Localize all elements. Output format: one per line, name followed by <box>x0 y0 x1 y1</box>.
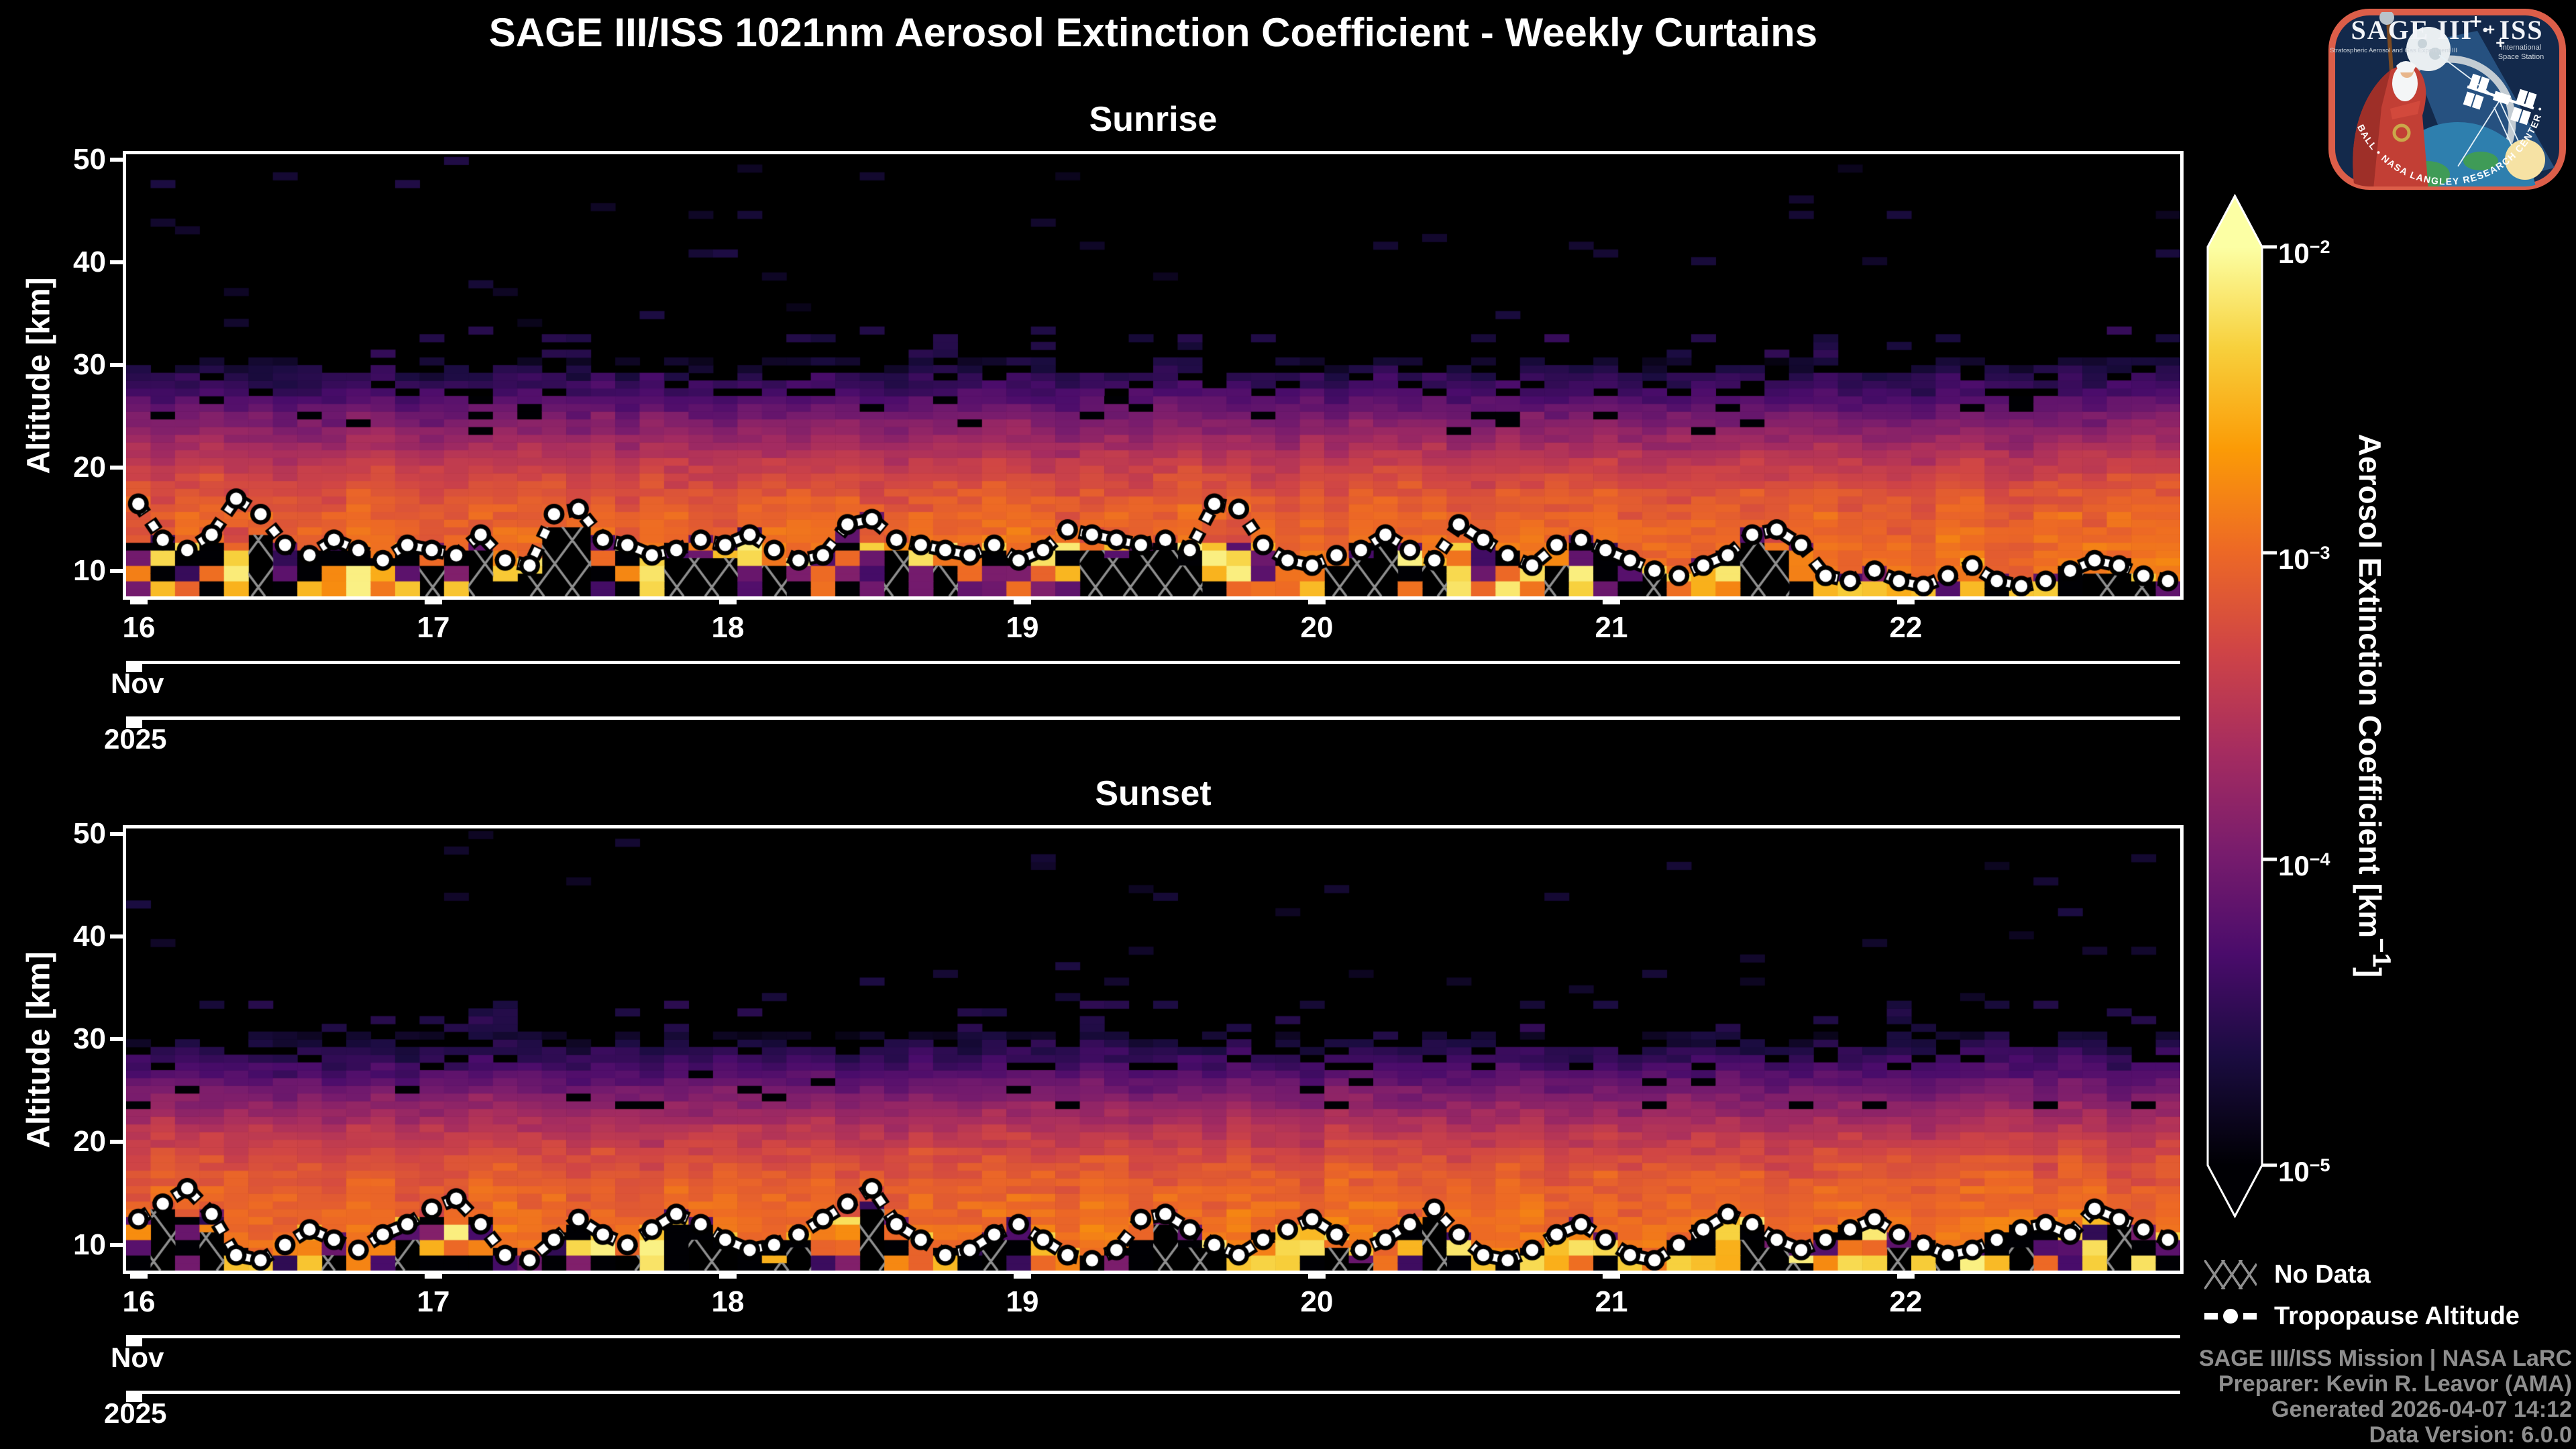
page-title: SAGE III/ISS 1021nm Aerosol Extinction C… <box>488 10 1818 55</box>
sunset-y-tick-label: 20 <box>73 1125 106 1159</box>
footer-preparer: Preparer: Kevin R. Leavor (AMA) <box>2218 1371 2572 1397</box>
logo-subtitle-right-1: International <box>2501 44 2542 52</box>
sunset-panel-title: Sunset <box>1095 774 1212 813</box>
sunset-x-tick <box>1308 1271 1326 1279</box>
logo-subtitle-left: Stratospheric Aerosol and Gas Experiment… <box>2330 47 2457 54</box>
legend-tropopause: Tropopause Altitude <box>2204 1299 2520 1334</box>
colorbar-tick-label: 10−5 <box>2278 1155 2330 1187</box>
colorbar-tick-label: 10−3 <box>2278 543 2330 575</box>
logo-subtitle-right-2: Space Station <box>2498 53 2544 61</box>
no-data-hatch-icon <box>2204 1260 2257 1289</box>
sunrise-x-tick-label: 16 <box>122 611 156 644</box>
sunset-month-separator-line <box>126 1335 2180 1338</box>
sunset-y-tick <box>110 831 125 836</box>
sunrise-x-tick <box>130 596 148 604</box>
sunrise-y-tick-label: 20 <box>73 451 106 484</box>
sunset-x-tick <box>1603 1271 1620 1279</box>
sunrise-x-tick-label: 18 <box>711 611 745 644</box>
sunset-year-separator-tick <box>126 1394 142 1402</box>
sunset-y-tick-label: 30 <box>73 1022 106 1056</box>
sunrise-year-separator-tick <box>126 720 142 728</box>
sunset-x-tick-label: 19 <box>1006 1285 1039 1318</box>
sunrise-month-separator-line <box>126 661 2180 664</box>
sunrise-x-tick <box>719 596 737 604</box>
sunset-x-tick-label: 21 <box>1595 1285 1628 1318</box>
legend-tropopause-label: Tropopause Altitude <box>2274 1301 2520 1330</box>
sunrise-y-tick-label: 40 <box>73 245 106 278</box>
sunset-heatmap-canvas <box>126 828 2180 1271</box>
logo-moon <box>2406 27 2451 71</box>
sunset-month-separator-tick <box>126 1338 142 1346</box>
sage-iii-iss-logo: BALL • NASA LANGLEY RESEARCH CENTER • ES… <box>2328 9 2566 190</box>
sunrise-x-tick <box>425 596 442 604</box>
sunrise-month-label: Nov <box>111 667 164 699</box>
sunset-x-tick-label: 16 <box>122 1285 156 1318</box>
sunrise-y-tick <box>110 157 125 162</box>
sunrise-x-tick-label: 19 <box>1006 611 1039 644</box>
sunset-x-tick <box>130 1271 148 1279</box>
footer-generated: Generated 2026-04-07 14:12 <box>2271 1397 2572 1422</box>
sunset-month-label: Nov <box>111 1342 164 1373</box>
sunset-y-tick <box>110 934 125 938</box>
colorbar <box>2206 193 2277 1219</box>
colorbar-tick-marks <box>2262 245 2277 1167</box>
legend-no-data-label: No Data <box>2274 1260 2371 1289</box>
sunrise-y-tick <box>110 363 125 368</box>
sunrise-y-tick-label: 50 <box>73 142 106 176</box>
footer-credits: SAGE III/ISS Mission | NASA LaRC Prepare… <box>2199 1346 2572 1448</box>
sunset-y-tick-label: 50 <box>73 816 106 850</box>
colorbar-axis-label: Aerosol Extinction Coefficient [km−1] <box>2353 433 2396 978</box>
sunrise-x-tick-label: 20 <box>1300 611 1334 644</box>
logo-title: SAGE III · ISS <box>2351 15 2543 45</box>
sunrise-y-tick <box>110 568 125 573</box>
sunset-year-separator-line <box>126 1391 2180 1394</box>
sunset-x-tick-label: 22 <box>1889 1285 1923 1318</box>
sunrise-year-label: 2025 <box>104 723 167 755</box>
sunrise-year-separator-line <box>126 716 2180 720</box>
sunset-y-tick <box>110 1037 125 1042</box>
sunrise-x-tick-label: 21 <box>1595 611 1628 644</box>
sunrise-y-tick-label: 30 <box>73 348 106 382</box>
sunrise-x-tick <box>1897 596 1915 604</box>
sunset-x-tick <box>425 1271 442 1279</box>
sunrise-month-separator-tick <box>126 664 142 672</box>
legend-no-data: No Data <box>2204 1257 2371 1292</box>
sunset-x-tick-label: 17 <box>417 1285 450 1318</box>
sunset-year-label: 2025 <box>104 1397 167 1429</box>
sunset-x-tick-label: 18 <box>711 1285 745 1318</box>
sunrise-x-tick <box>1603 596 1620 604</box>
sunset-y-tick <box>110 1140 125 1144</box>
footer-data-version: Data Version: 6.0.0 <box>2369 1422 2572 1448</box>
sunrise-panel-title: Sunrise <box>1089 100 1218 139</box>
tropopause-marker-icon <box>2204 1307 2257 1325</box>
sunrise-x-tick <box>1014 596 1031 604</box>
sunrise-x-tick-label: 17 <box>417 611 450 644</box>
sunset-x-tick <box>1014 1271 1031 1279</box>
sunrise-y-tick-label: 10 <box>73 553 106 587</box>
sunset-y-tick-label: 10 <box>73 1228 106 1261</box>
sunrise-heatmap-canvas <box>126 154 2180 596</box>
colorbar-tick-label: 10−4 <box>2278 849 2330 881</box>
sunrise-x-tick <box>1308 596 1326 604</box>
colorbar-tick-label: 10−2 <box>2278 237 2330 269</box>
sunrise-y-tick <box>110 260 125 264</box>
sunrise-heatmap-panel <box>123 151 2184 600</box>
sunset-heatmap-panel <box>123 825 2184 1274</box>
sunset-x-tick-label: 20 <box>1300 1285 1334 1318</box>
sunrise-y-tick <box>110 466 125 470</box>
logo-iss <box>2463 73 2537 125</box>
footer-mission: SAGE III/ISS Mission | NASA LaRC <box>2198 1346 2572 1371</box>
sunset-y-tick-label: 40 <box>73 919 106 953</box>
colorbar-gradient-bar <box>2206 193 2263 1219</box>
logo-stars <box>2470 16 2505 47</box>
sunset-x-tick <box>719 1271 737 1279</box>
logo-wizard <box>2353 12 2428 186</box>
sunset-y-tick <box>110 1242 125 1247</box>
logo-sun <box>2505 140 2545 180</box>
sunset-x-tick <box>1897 1271 1915 1279</box>
sunrise-x-tick-label: 22 <box>1889 611 1923 644</box>
